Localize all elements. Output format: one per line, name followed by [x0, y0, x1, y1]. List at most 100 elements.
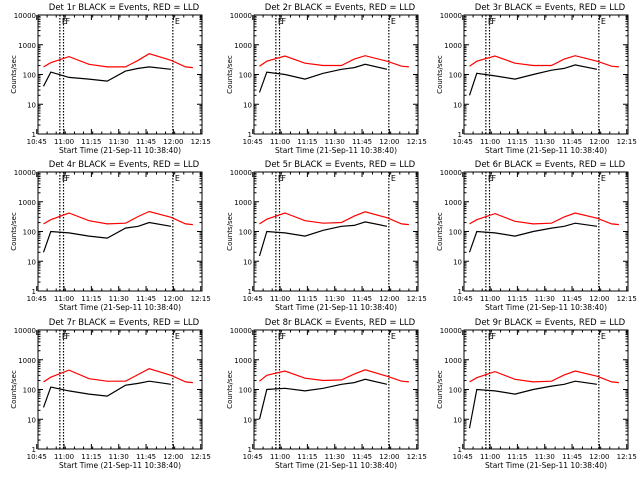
lld-series-line — [469, 370, 619, 384]
x-tick-label: 11:30 — [109, 138, 129, 146]
x-tick-label: 11:00 — [480, 138, 500, 146]
x-tick-label: 10:45 — [243, 295, 263, 303]
y-tick-label: 1 — [248, 288, 252, 296]
chart-title: Det 5r BLACK = Events, RED = LLD — [265, 160, 416, 170]
chart-title: Det 8r BLACK = Events, RED = LLD — [265, 318, 416, 328]
events-series-line — [470, 223, 619, 252]
event-marker-label: E — [175, 174, 180, 183]
y-tick-label: 100 — [23, 72, 36, 80]
events-series-line — [44, 67, 193, 86]
y-tick-label: 10 — [453, 258, 462, 266]
x-tick-label: 11:15 — [507, 295, 527, 303]
x-tick-label: 11:15 — [297, 138, 317, 146]
x-tick-label: 11:00 — [270, 138, 290, 146]
x-tick-label: 11:00 — [54, 295, 74, 303]
events-series-line — [44, 223, 193, 253]
lld-series-line — [259, 55, 409, 68]
x-axis-label: Start Time (21-Sep-11 10:38:40) — [485, 146, 607, 155]
y-tick-label: 1 — [248, 131, 252, 139]
lld-series-line — [43, 210, 193, 226]
lld-series-line — [469, 55, 619, 68]
event-marker-label: E — [278, 332, 283, 341]
chart-panel: Det 9r BLACK = Events, RED = LLD 1 10 100 10… — [436, 318, 637, 470]
chart-panel: Det 5r BLACK = Events, RED = LLD 1 10 100 10… — [226, 160, 427, 312]
event-marker-label: E — [62, 174, 67, 183]
lld-series-line — [43, 53, 193, 69]
x-tick-label: 10:45 — [453, 295, 473, 303]
events-series-line — [260, 379, 409, 419]
y-tick-label: 100 — [239, 387, 252, 395]
event-marker-label: E — [62, 332, 67, 341]
x-tick-label: 11:30 — [535, 453, 555, 461]
y-axis-label: Counts/sec — [10, 212, 18, 251]
y-tick-label: 1000 — [444, 357, 462, 365]
y-tick-label: 10 — [453, 101, 462, 109]
y-axis-label: Counts/sec — [436, 55, 444, 94]
x-tick-label: 12:00 — [163, 295, 183, 303]
x-tick-label: 11:30 — [535, 295, 555, 303]
x-tick-label: 11:45 — [562, 295, 582, 303]
y-tick-label: 10 — [27, 416, 36, 424]
y-tick-label: 1 — [458, 288, 462, 296]
y-tick-label: 10 — [453, 416, 462, 424]
x-tick-label: 10:45 — [27, 453, 47, 461]
y-tick-label: 100 — [23, 387, 36, 395]
x-tick-label: 11:45 — [352, 138, 372, 146]
chart-panel: Det 8r BLACK = Events, RED = LLD 1 10 100 10… — [226, 318, 427, 470]
x-tick-label: 10:45 — [453, 453, 473, 461]
x-tick-label: 12:00 — [589, 295, 609, 303]
x-tick-label: 12:00 — [163, 453, 183, 461]
x-axis-label: Start Time (21-Sep-11 10:38:40) — [485, 461, 607, 470]
chart-title: Det 6r BLACK = Events, RED = LLD — [475, 160, 626, 170]
y-tick-label: 10000 — [230, 12, 252, 20]
y-tick-label: 1 — [458, 131, 462, 139]
event-marker-label: E — [488, 174, 493, 183]
y-tick-label: 10 — [243, 101, 252, 109]
chart-panel: Det 2r BLACK = Events, RED = LLD 1 10 100 10… — [226, 3, 427, 155]
events-series-line — [260, 222, 409, 256]
x-tick-label: 11:45 — [562, 453, 582, 461]
x-tick-label: 12:15 — [407, 138, 427, 146]
x-tick-label: 11:45 — [136, 295, 156, 303]
chart-panel: Det 7r BLACK = Events, RED = LLD 1 10 100 10… — [10, 318, 211, 470]
x-tick-label: 11:00 — [270, 295, 290, 303]
event-marker-label: E — [601, 332, 606, 341]
chart-panel: Det 3r BLACK = Events, RED = LLD 1 10 100 10… — [436, 3, 637, 155]
x-tick-label: 11:30 — [109, 453, 129, 461]
event-marker-label: E — [175, 332, 180, 341]
y-tick-label: 10000 — [14, 12, 36, 20]
y-axis-label: Counts/sec — [226, 212, 234, 251]
x-tick-label: 12:15 — [407, 295, 427, 303]
x-tick-label: 11:45 — [352, 295, 372, 303]
x-tick-label: 11:30 — [325, 295, 345, 303]
x-tick-label: 12:00 — [379, 295, 399, 303]
x-tick-label: 11:30 — [325, 453, 345, 461]
y-tick-label: 1 — [458, 446, 462, 454]
y-tick-label: 1000 — [18, 199, 36, 207]
lld-series-line — [469, 212, 619, 226]
x-tick-label: 11:15 — [81, 295, 101, 303]
chart-title: Det 2r BLACK = Events, RED = LLD — [265, 3, 416, 13]
y-tick-label: 1000 — [234, 42, 252, 50]
y-tick-label: 10 — [243, 258, 252, 266]
x-tick-label: 11:15 — [507, 453, 527, 461]
y-tick-label: 1000 — [444, 42, 462, 50]
x-tick-label: 11:15 — [507, 138, 527, 146]
x-axis-label: Start Time (21-Sep-11 10:38:40) — [485, 303, 607, 312]
y-axis-label: Counts/sec — [226, 55, 234, 94]
event-marker-label: E — [175, 17, 180, 26]
chart-title: Det 7r BLACK = Events, RED = LLD — [49, 318, 200, 328]
x-tick-label: 12:15 — [407, 453, 427, 461]
x-tick-label: 11:30 — [109, 295, 129, 303]
x-tick-label: 11:45 — [136, 453, 156, 461]
y-tick-label: 1000 — [234, 357, 252, 365]
x-tick-label: 12:15 — [191, 295, 211, 303]
event-marker-label: F — [282, 174, 287, 183]
event-marker-label: F — [492, 174, 497, 183]
y-tick-label: 100 — [449, 72, 462, 80]
chart-panel: Det 1r BLACK = Events, RED = LLD 1 10 100 10… — [10, 3, 211, 155]
x-tick-label: 12:15 — [617, 453, 637, 461]
y-tick-label: 10000 — [440, 327, 462, 335]
y-tick-label: 1000 — [18, 357, 36, 365]
y-tick-label: 10000 — [14, 327, 36, 335]
